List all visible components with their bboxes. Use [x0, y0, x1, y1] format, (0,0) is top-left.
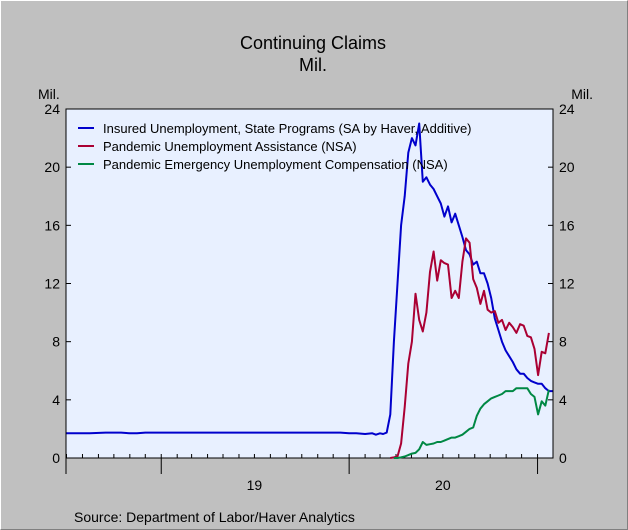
x-year-label-19: 19 [247, 477, 263, 493]
y-tick-label-right-24: 24 [559, 101, 575, 117]
y-tick-label-left-8: 8 [52, 334, 60, 350]
series-line-2 [390, 237, 550, 459]
series-line-3 [393, 387, 550, 459]
series-line-1 [66, 122, 553, 436]
x-year-label-20: 20 [435, 477, 451, 493]
legend: Insured Unemployment, State Programs (SA… [78, 121, 472, 172]
series-layer [66, 122, 553, 459]
y-tick-label-right-12: 12 [559, 276, 575, 292]
y-tick-label-left-12: 12 [44, 276, 60, 292]
y-tick-label-left-4: 4 [52, 392, 60, 408]
y-tick-label-left-20: 20 [44, 159, 60, 175]
right-axis-unit-label: Mil. [571, 86, 593, 102]
y-tick-label-right-0: 0 [559, 450, 567, 466]
y-tick-label-right-16: 16 [559, 217, 575, 233]
y-tick-label-right-4: 4 [559, 392, 567, 408]
axis-layer: 0 0 4 4 8 8 12 12 16 16 20 20 24 24 19 20 [44, 101, 574, 493]
legend-label-3: Pandemic Emergency Unemployment Compensa… [103, 157, 448, 172]
plot-area [65, 108, 554, 459]
y-tick-label-left-0: 0 [52, 450, 60, 466]
y-tick-label-left-16: 16 [44, 217, 60, 233]
legend-label-2: Pandemic Unemployment Assistance (NSA) [103, 139, 357, 154]
chart-title: Continuing Claims [240, 33, 386, 53]
y-tick-label-right-8: 8 [559, 334, 567, 350]
y-tick-label-right-20: 20 [559, 159, 575, 175]
legend-label-1: Insured Unemployment, State Programs (SA… [103, 121, 472, 136]
left-axis-unit-label: Mil. [38, 86, 60, 102]
chart-subtitle: Mil. [299, 55, 327, 75]
y-tick-label-left-24: 24 [44, 101, 60, 117]
source-note: Source: Department of Labor/Haver Analyt… [74, 509, 355, 525]
